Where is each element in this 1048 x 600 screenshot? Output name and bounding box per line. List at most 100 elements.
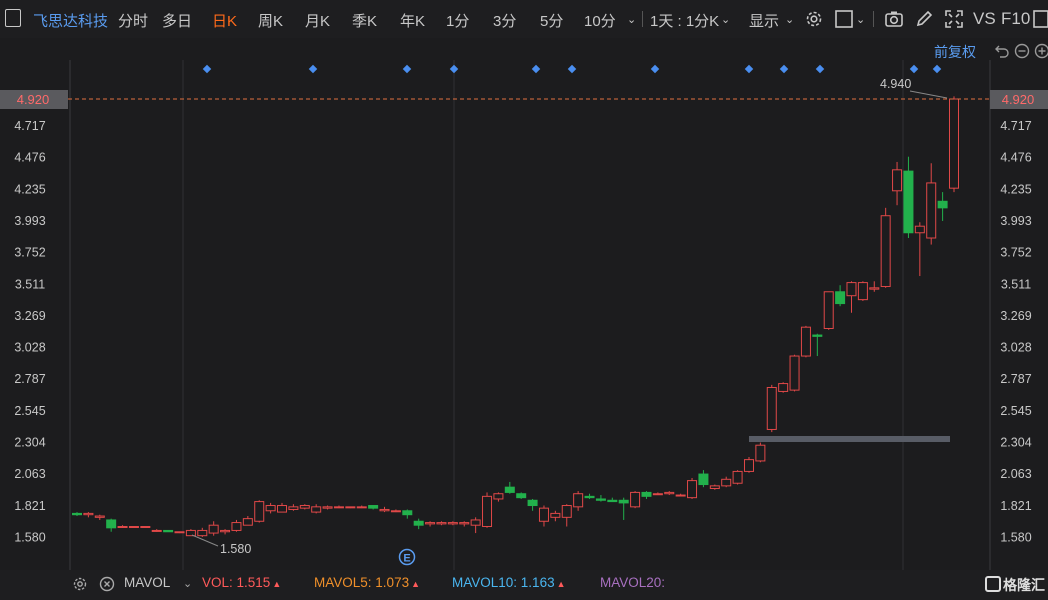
period-tab[interactable]: 日K (212, 13, 238, 30)
zoom-out-icon[interactable] (1014, 43, 1030, 59)
candle[interactable] (550, 510, 561, 522)
candle[interactable] (823, 291, 834, 330)
event-dot[interactable] (449, 64, 459, 74)
square-chevron-icon[interactable]: ⌄ (856, 14, 866, 26)
candle[interactable] (83, 512, 94, 518)
candle[interactable] (869, 281, 880, 292)
candle[interactable] (140, 526, 151, 529)
candle[interactable] (949, 96, 959, 193)
candle[interactable] (311, 504, 322, 514)
candle[interactable] (652, 492, 663, 496)
candle[interactable] (322, 505, 333, 510)
candle[interactable] (607, 497, 618, 503)
candle[interactable] (675, 493, 686, 497)
candle[interactable] (220, 529, 231, 535)
candle[interactable] (664, 491, 675, 496)
event-dot[interactable] (402, 64, 412, 74)
indicator-chevron-icon[interactable]: ⌄ (183, 578, 193, 590)
candle[interactable] (709, 484, 720, 490)
display-chevron-icon[interactable]: ⌄ (785, 14, 795, 26)
candle[interactable] (197, 527, 208, 537)
period-tab[interactable]: 年K (400, 13, 426, 30)
interval-select[interactable]: 1天 : 1分K (650, 13, 720, 30)
camera-icon[interactable] (884, 9, 904, 29)
close-icon[interactable] (99, 576, 115, 592)
candle[interactable] (789, 354, 800, 392)
candle[interactable] (721, 476, 732, 488)
candle[interactable] (356, 505, 367, 509)
display-select[interactable]: 显示 (749, 13, 780, 30)
indicator-select[interactable]: MAVOL (124, 575, 171, 590)
candle[interactable] (538, 505, 549, 527)
candle[interactable] (208, 521, 219, 536)
candle[interactable] (755, 442, 766, 463)
candle[interactable] (231, 519, 242, 532)
candle[interactable] (413, 518, 424, 530)
candle[interactable] (778, 382, 789, 393)
fullscreen-icon[interactable] (944, 9, 964, 29)
candle[interactable] (254, 500, 265, 523)
period-tab[interactable]: 10分 (584, 13, 616, 30)
candle[interactable] (504, 481, 515, 494)
candle[interactable] (812, 333, 823, 357)
candle[interactable] (288, 504, 299, 511)
settings-icon[interactable] (72, 576, 88, 592)
candle[interactable] (174, 531, 185, 534)
candle[interactable] (425, 521, 436, 527)
candle[interactable] (914, 222, 925, 277)
zoom-in-icon[interactable] (1034, 43, 1048, 59)
candle[interactable] (926, 163, 937, 245)
period-tab[interactable]: 分时 (118, 13, 149, 30)
candle[interactable] (333, 505, 344, 509)
event-dot[interactable] (202, 64, 212, 74)
period-tab[interactable]: 多日 (162, 13, 193, 30)
candle[interactable] (163, 529, 174, 533)
candle[interactable] (447, 521, 458, 526)
candle[interactable] (698, 470, 709, 488)
candle[interactable] (630, 491, 641, 509)
candle[interactable] (185, 529, 196, 537)
stock-name[interactable]: 飞思达科技 (33, 13, 109, 30)
candle[interactable] (641, 491, 652, 499)
candle[interactable] (732, 470, 743, 485)
candle[interactable] (561, 504, 572, 527)
period-tab[interactable]: 3分 (493, 13, 517, 30)
event-dot[interactable] (308, 64, 318, 74)
panel-toggle-icon[interactable] (1032, 9, 1048, 29)
candle[interactable] (117, 525, 128, 529)
candle[interactable] (573, 491, 584, 511)
candle[interactable] (265, 502, 276, 514)
candle[interactable] (402, 509, 413, 519)
more-periods-chevron-icon[interactable]: ⌄ (627, 14, 637, 26)
candle[interactable] (584, 493, 595, 499)
candle[interactable] (595, 495, 606, 502)
candle[interactable] (390, 509, 401, 513)
interval-chevron-icon[interactable]: ⌄ (721, 14, 731, 26)
candle[interactable] (277, 502, 288, 513)
candle[interactable] (766, 384, 777, 433)
candle[interactable] (846, 281, 857, 313)
candle[interactable] (345, 506, 356, 509)
undo-icon[interactable] (994, 43, 1010, 59)
select-checkbox[interactable] (5, 9, 21, 27)
event-marker[interactable] (398, 548, 416, 566)
candle[interactable] (618, 497, 629, 520)
candle[interactable] (368, 505, 379, 510)
candle[interactable] (937, 192, 948, 221)
candle[interactable] (880, 207, 891, 288)
candle[interactable] (835, 285, 846, 307)
candle[interactable] (800, 325, 811, 358)
period-tab[interactable]: 季K (352, 13, 378, 30)
pencil-icon[interactable] (914, 9, 934, 29)
f10-button[interactable]: F10 (1001, 9, 1031, 28)
candle[interactable] (151, 529, 162, 532)
candle[interactable] (493, 492, 504, 502)
candle[interactable] (470, 517, 481, 534)
vs-button[interactable]: VS (973, 9, 996, 28)
price-adjust-select[interactable]: 前复权 (934, 44, 976, 60)
candle[interactable] (94, 514, 105, 520)
gear-icon[interactable] (804, 9, 824, 29)
candle[interactable] (516, 492, 527, 499)
candle[interactable] (242, 516, 253, 526)
